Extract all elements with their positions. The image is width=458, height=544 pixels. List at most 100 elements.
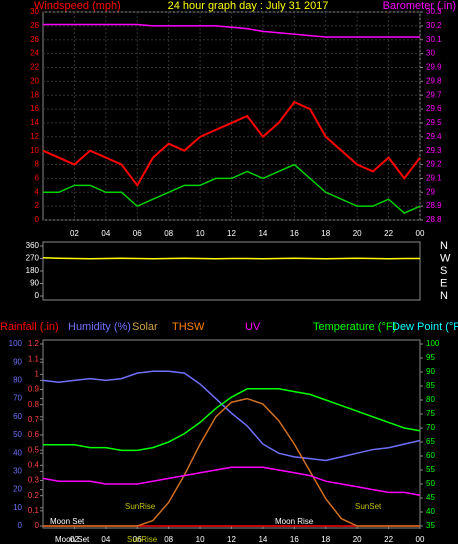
y-tick-label: 90 [30,279,39,288]
y-tick-label: 0 [18,521,23,530]
y-tick-label: 70 [13,394,22,403]
x-tick-label: 06 [133,229,142,238]
y-tick-label: 30 [30,7,39,16]
x-tick-label: 00 [416,535,425,544]
y2-tick-label: 29.8 [426,76,442,85]
x-tick-label: 18 [321,229,330,238]
direction-label: W [440,252,451,264]
legend-entry: Solar [132,321,158,333]
y2-tick-label: 70 [426,423,435,432]
y-tick-label: 90 [13,357,22,366]
annotation: SunSet [355,502,382,511]
y3-tick-label: 0.2 [28,491,40,500]
y2-tick-label: 29 [426,187,435,196]
y-tick-label: 10 [13,503,22,512]
y-tick-label: 28 [30,21,39,30]
annotation: Moon Rise [275,517,314,526]
x-tick-label: 06 [133,535,142,544]
y2-tick-label: 30.2 [426,21,442,30]
y3-tick-label: 0.8 [28,400,40,409]
panel-frame [42,339,421,529]
y2-tick-label: 100 [426,339,440,348]
y2-tick-label: 29.7 [426,90,442,99]
y3-tick-label: 1.2 [28,339,40,348]
x-tick-label: 08 [164,229,173,238]
y-tick-label: 100 [9,339,23,348]
y2-tick-label: 30.3 [426,7,442,16]
chart-title: 24 hour graph day : July 31 2017 [168,0,329,12]
x-tick-label: 22 [384,535,393,544]
y2-tick-label: 29.4 [426,132,442,141]
direction-label: N [440,240,448,252]
legend-entry: Dew Point (°F [392,321,458,333]
y-tick-label: 24 [30,49,39,58]
y2-tick-label: 30.1 [426,35,442,44]
y-tick-label: 60 [13,412,22,421]
y2-tick-label: 60 [426,451,435,460]
y2-axis-label: Barometer (.in) [383,0,456,12]
y3-tick-label: 0.4 [28,460,40,469]
x-tick-label: 12 [227,229,236,238]
y-tick-label: 50 [13,430,22,439]
y3-tick-label: 1 [35,369,40,378]
x-tick-label: 04 [101,229,110,238]
y2-tick-label: 29.3 [426,146,442,155]
y3-tick-label: 0 [35,521,40,530]
x-tick-label: 02 [70,535,79,544]
y-axis-label: Windspeed (mph) [34,0,121,12]
panel-frame [42,241,421,301]
y2-tick-label: 75 [426,409,435,418]
x-tick-label: 20 [353,229,362,238]
x-tick-label: 12 [227,535,236,544]
y-tick-label: 0 [35,291,40,300]
y-tick-label: 80 [13,376,22,385]
direction-label: E [440,277,447,289]
y-tick-label: 16 [30,104,39,113]
y2-tick-label: 55 [426,465,435,474]
y2-tick-label: 29.1 [426,174,442,183]
x-tick-label: 14 [258,535,267,544]
y2-tick-label: 30 [426,49,435,58]
y3-tick-label: 0.9 [28,385,40,394]
y-tick-label: 14 [30,118,39,127]
y2-tick-label: 80 [426,395,435,404]
y-tick-label: 22 [30,63,39,72]
legend-entry: Humidity (%) [68,321,131,333]
y-tick-label: 12 [30,132,39,141]
y2-tick-label: 29.9 [426,63,442,72]
annotation: Moon Set [50,517,85,526]
annotation: SunRise [127,535,158,544]
y3-tick-label: 1.1 [28,354,40,363]
y2-tick-label: 85 [426,381,435,390]
annotation: SunRise [125,502,156,511]
y2-tick-label: 29.2 [426,160,442,169]
x-tick-label: 14 [258,229,267,238]
y2-tick-label: 65 [426,437,435,446]
legend-entry: UV [245,321,261,333]
series-line [43,397,420,527]
y-tick-label: 180 [26,266,40,275]
y2-tick-label: 45 [426,493,435,502]
y2-tick-label: 35 [426,521,435,530]
y-tick-label: 10 [30,146,39,155]
y-tick-label: 8 [35,160,40,169]
y3-tick-label: 0.7 [28,415,40,424]
y2-tick-label: 90 [426,367,435,376]
legend-entry: Rainfall (.in) [0,321,59,333]
x-tick-label: 20 [353,535,362,544]
series-line [43,23,420,38]
y2-tick-label: 50 [426,479,435,488]
y-tick-label: 30 [13,467,22,476]
y2-tick-label: 28.9 [426,201,442,210]
y2-tick-label: 28.8 [426,215,442,224]
legend-entry: Temperature (°F) [313,321,396,333]
y2-tick-label: 29.5 [426,118,442,127]
series-line [43,388,421,452]
y-tick-label: 270 [26,254,40,263]
y2-tick-label: 40 [426,507,435,516]
x-tick-label: 00 [416,229,425,238]
y-tick-label: 20 [30,76,39,85]
x-tick-label: 16 [290,229,299,238]
series-line [42,370,421,462]
y3-tick-label: 0.6 [28,430,40,439]
